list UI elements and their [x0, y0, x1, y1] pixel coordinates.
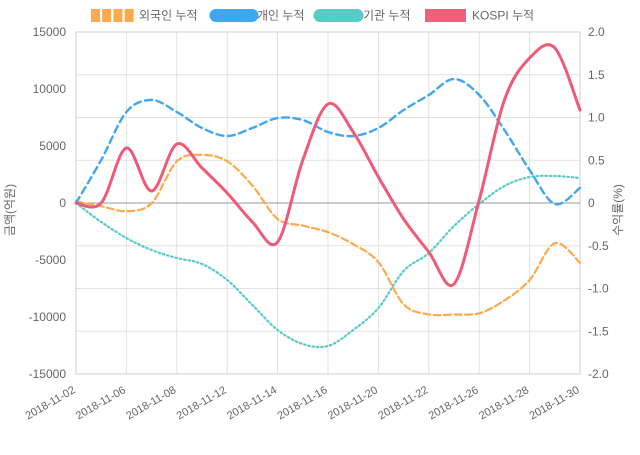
svg-text:2018-11-08: 2018-11-08 [124, 384, 178, 422]
svg-text:-15000: -15000 [29, 367, 67, 381]
svg-text:-5000: -5000 [35, 253, 66, 267]
svg-text:-0.5: -0.5 [588, 239, 609, 253]
svg-text:1.0: 1.0 [588, 111, 605, 125]
svg-text:2018-11-14: 2018-11-14 [225, 384, 279, 422]
svg-text:-1.5: -1.5 [588, 324, 609, 338]
svg-text:2018-11-20: 2018-11-20 [326, 384, 380, 422]
svg-text:수익률(%): 수익률(%) [611, 184, 625, 236]
svg-text:2018-11-28: 2018-11-28 [477, 384, 531, 422]
svg-text:2018-11-06: 2018-11-06 [74, 384, 128, 422]
svg-text:외국인 누적: 외국인 누적 [139, 9, 198, 23]
svg-text:KOSPI 누적: KOSPI 누적 [472, 9, 534, 23]
svg-text:2018-11-26: 2018-11-26 [427, 384, 481, 422]
svg-text:5000: 5000 [39, 139, 66, 153]
svg-text:2018-11-12: 2018-11-12 [175, 384, 229, 422]
svg-text:0: 0 [588, 196, 595, 210]
svg-text:2018-11-30: 2018-11-30 [527, 384, 581, 422]
svg-text:0.5: 0.5 [588, 153, 605, 167]
svg-text:-2.0: -2.0 [588, 367, 609, 381]
svg-text:10000: 10000 [33, 82, 67, 96]
svg-text:개인 누적: 개인 누적 [257, 9, 305, 23]
svg-text:15000: 15000 [33, 25, 67, 39]
svg-text:2018-11-02: 2018-11-02 [23, 384, 77, 422]
svg-text:1.5: 1.5 [588, 68, 605, 82]
svg-text:기관 누적: 기관 누적 [363, 9, 411, 23]
svg-text:2018-11-16: 2018-11-16 [275, 384, 329, 422]
svg-text:-1.0: -1.0 [588, 282, 609, 296]
svg-text:금액(억원): 금액(억원) [3, 184, 17, 236]
svg-text:2018-11-22: 2018-11-22 [376, 384, 430, 422]
svg-text:-10000: -10000 [29, 310, 67, 324]
svg-text:0: 0 [59, 196, 66, 210]
svg-text:2.0: 2.0 [588, 25, 605, 39]
